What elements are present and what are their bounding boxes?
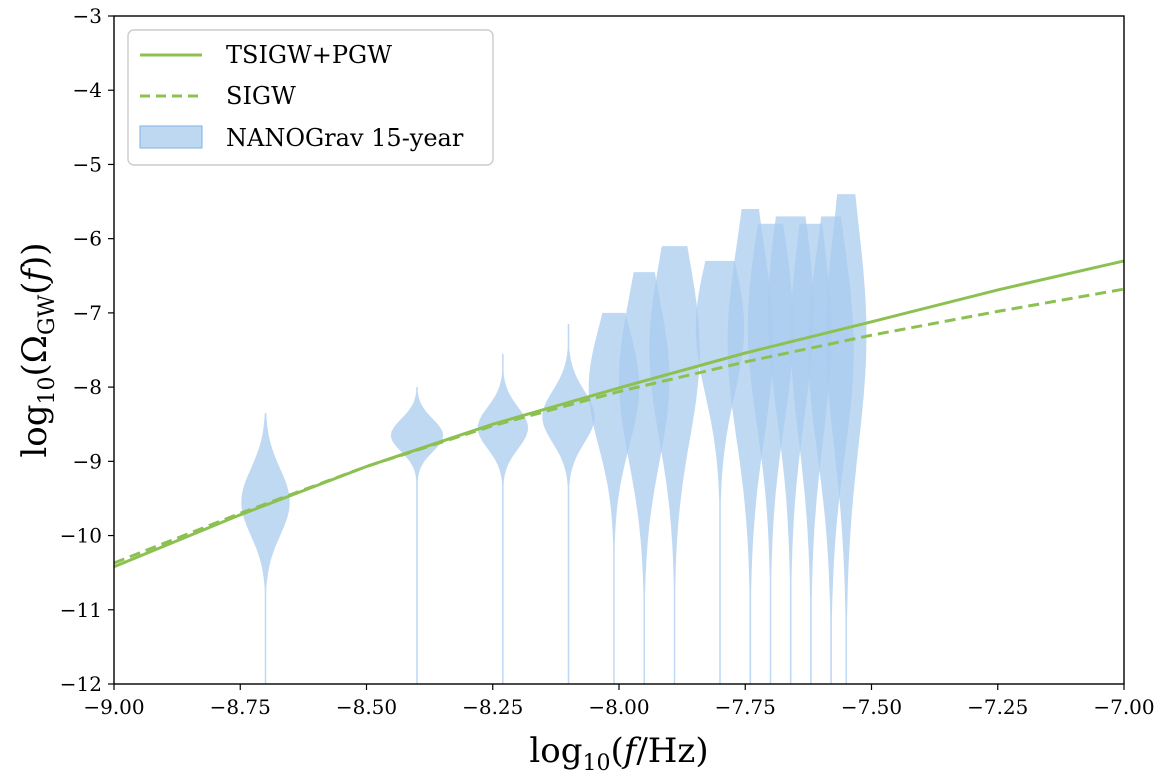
y-tick-label: −10 bbox=[60, 524, 102, 548]
series-line-sigw bbox=[113, 287, 1125, 565]
violin-body bbox=[542, 324, 595, 684]
x-tick-label: −7.50 bbox=[841, 695, 902, 719]
x-tick-label: −8.75 bbox=[210, 695, 271, 719]
x-tick-label: −8.50 bbox=[336, 695, 397, 719]
y-tick-label: −5 bbox=[73, 152, 102, 176]
x-tick-label: −9.00 bbox=[83, 695, 144, 719]
x-axis-label: log10(f/Hz) bbox=[529, 731, 708, 775]
legend-swatch-violin bbox=[139, 125, 203, 149]
y-axis-label: log10(ΩGW(f)) bbox=[15, 242, 60, 457]
x-tick-label: −8.25 bbox=[462, 695, 523, 719]
violin-body bbox=[649, 246, 700, 684]
x-axis-ticks: −9.00 −8.75 −8.50 −8.25 −8.00 −7.75 −7.50 −7.25… bbox=[83, 684, 1155, 719]
violin-body bbox=[241, 413, 290, 684]
x-tick-label: −7.25 bbox=[967, 695, 1028, 719]
legend-box bbox=[127, 29, 494, 166]
y-tick-label: −4 bbox=[73, 78, 102, 102]
y-tick-label: −7 bbox=[73, 301, 102, 325]
y-axis-ticks: −12 −11 −10 −9 −8 −7 −6 −5 −4 −3 bbox=[60, 4, 114, 696]
legend-label-sigw: SIGW bbox=[226, 82, 296, 110]
violin-body bbox=[477, 353, 528, 684]
y-tick-label: −12 bbox=[60, 672, 102, 696]
y-tick-label: −6 bbox=[73, 227, 102, 251]
legend-label-nanograv: NANOGrav 15-year bbox=[226, 124, 464, 152]
y-tick-label: −3 bbox=[73, 4, 102, 28]
x-tick-label: −7.75 bbox=[715, 695, 776, 719]
legend-label-tsigw: TSIGW+PGW bbox=[226, 41, 392, 69]
violin-body bbox=[390, 387, 444, 684]
violin-body bbox=[826, 194, 867, 684]
y-tick-label: −9 bbox=[73, 449, 102, 473]
x-tick-label: −7.00 bbox=[1093, 695, 1154, 719]
y-tick-label: −11 bbox=[60, 598, 102, 622]
legend: TSIGW+PGW SIGW NANOGrav 15-year bbox=[127, 29, 494, 166]
violin-layer bbox=[241, 194, 867, 685]
x-tick-label: −8.00 bbox=[588, 695, 649, 719]
line-layer bbox=[113, 259, 1125, 569]
y-tick-label: −8 bbox=[73, 375, 102, 399]
